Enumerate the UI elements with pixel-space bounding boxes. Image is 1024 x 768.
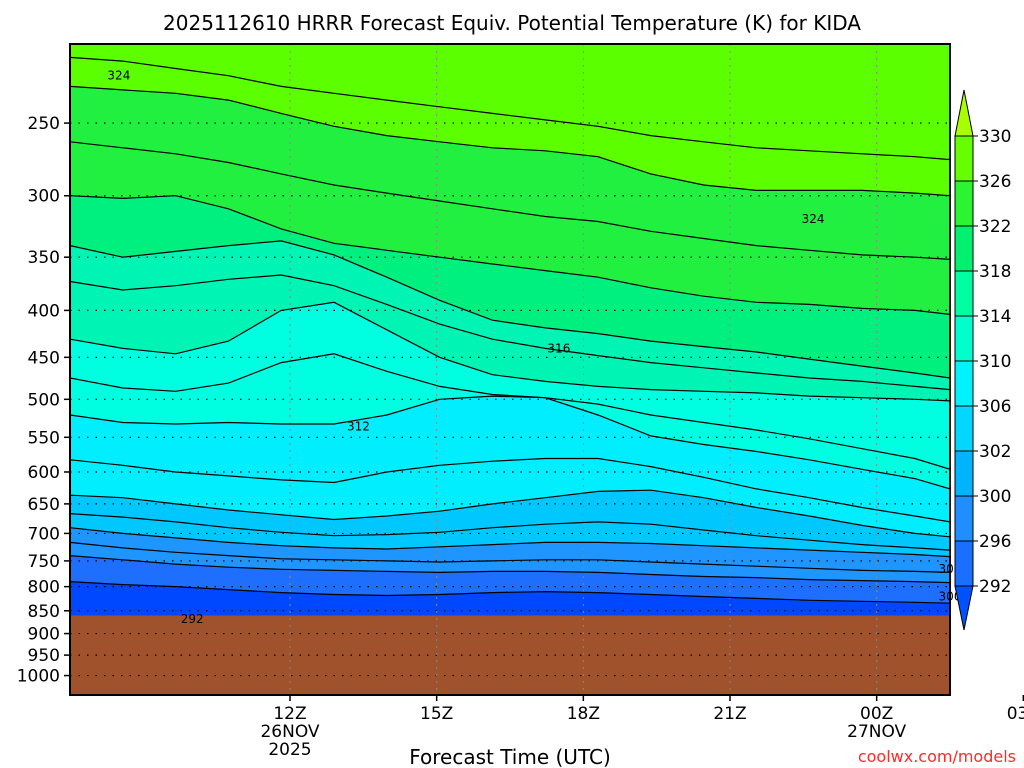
contour-line — [70, 301, 950, 402]
colorbar-label: 300 — [979, 487, 1011, 507]
colorbar-segment — [954, 225, 974, 272]
contour-line — [70, 457, 950, 523]
filled-contours — [70, 44, 950, 695]
contour-line — [70, 513, 950, 551]
contour-lines — [70, 56, 950, 604]
colorbar-label: 292 — [979, 577, 1011, 597]
y-tick-label: 400 — [28, 301, 60, 321]
colorbar-label: 318 — [979, 262, 1011, 282]
y-axis: 250 300 350 400 450 500 550 600 650 700 750 800 850 9… — [17, 114, 70, 687]
contour-line — [70, 353, 950, 470]
colorbar-segment — [954, 405, 974, 452]
colorbar-segment — [954, 270, 974, 317]
colorbar: 292 296 300 302 306 310 314 318 322 326 330 — [954, 89, 1011, 631]
colorbar-label: 314 — [979, 307, 1011, 327]
contour-line — [70, 240, 950, 379]
x-tick-label: 12Z — [273, 704, 306, 724]
x-axis-label: Forecast Time (UTC) — [409, 745, 611, 768]
y-tick-label: 750 — [28, 552, 60, 572]
plot-frame — [69, 43, 951, 696]
colorbar-segment — [954, 450, 974, 497]
contour-label: 292 — [181, 612, 204, 626]
y-tick-label: 800 — [28, 578, 60, 598]
colorbar-segment — [954, 315, 974, 362]
contour-line — [70, 141, 950, 260]
colorbar-label: 296 — [979, 532, 1011, 552]
y-tick-label: 700 — [28, 524, 60, 544]
y-tick-label: 650 — [28, 495, 60, 515]
colorbar-label: 306 — [979, 397, 1011, 417]
colorbar-label: 322 — [979, 217, 1011, 237]
colorbar-extend-low — [954, 585, 974, 631]
y-tick-label: 250 — [28, 114, 60, 134]
colorbar-segment — [954, 495, 974, 542]
x-tick-label: 15Z — [420, 704, 453, 724]
colorbar-extend-high — [954, 89, 974, 137]
y-tick-label: 1000 — [17, 667, 60, 687]
y-tick-label: 300 — [28, 187, 60, 207]
y-tick-label: 850 — [28, 602, 60, 622]
plot-area — [70, 44, 950, 695]
contour-label: 300 — [939, 589, 962, 603]
credit-text: coolwx.com/models — [858, 747, 1016, 766]
chart-title: 2025112610 HRRR Forecast Equiv. Potentia… — [163, 11, 861, 35]
band-300-302 — [70, 527, 950, 583]
x-tick-year: 2025 — [268, 740, 311, 760]
contour-line — [70, 541, 950, 573]
contour-label: 324 — [107, 69, 130, 83]
colorbar-label: 326 — [979, 172, 1011, 192]
x-tick-label: 00Z — [860, 704, 893, 724]
y-tick-label: 450 — [28, 348, 60, 368]
colorbar-label: 310 — [979, 352, 1011, 372]
colorbar-label: 302 — [979, 442, 1011, 462]
contour-line — [70, 555, 950, 584]
x-tick-label: 21Z — [713, 704, 746, 724]
contour-line — [70, 85, 950, 197]
x-tick-label: 18Z — [567, 704, 600, 724]
colorbar-label: 330 — [979, 127, 1011, 147]
contour-label: 312 — [347, 419, 370, 433]
ground-mask — [70, 615, 950, 695]
y-tick-label: 950 — [28, 646, 60, 666]
y-tick-label: 500 — [28, 390, 60, 410]
contour-line — [70, 56, 950, 161]
colorbar-segment — [954, 540, 974, 587]
x-tick-date: 26NOV — [260, 722, 319, 742]
contour-line — [70, 489, 950, 538]
colorbar-segment — [954, 135, 974, 182]
y-tick-label: 600 — [28, 463, 60, 483]
contour-label: 324 — [802, 212, 825, 226]
contour-line — [70, 395, 950, 490]
colorbar-segment — [954, 360, 974, 407]
contour-line — [70, 581, 950, 604]
y-tick-label: 350 — [28, 248, 60, 268]
y-tick-label: 550 — [28, 428, 60, 448]
contour-line — [70, 195, 950, 315]
x-tick-date: 27NOV — [847, 722, 906, 742]
band-306-310 — [70, 396, 950, 537]
colorbar-segment — [954, 180, 974, 227]
contour-line — [70, 274, 950, 391]
y-tick-label: 900 — [28, 625, 60, 645]
contour-label: 316 — [547, 341, 570, 355]
x-tick-label: 03Z — [1007, 704, 1024, 724]
contour-line — [70, 527, 950, 558]
